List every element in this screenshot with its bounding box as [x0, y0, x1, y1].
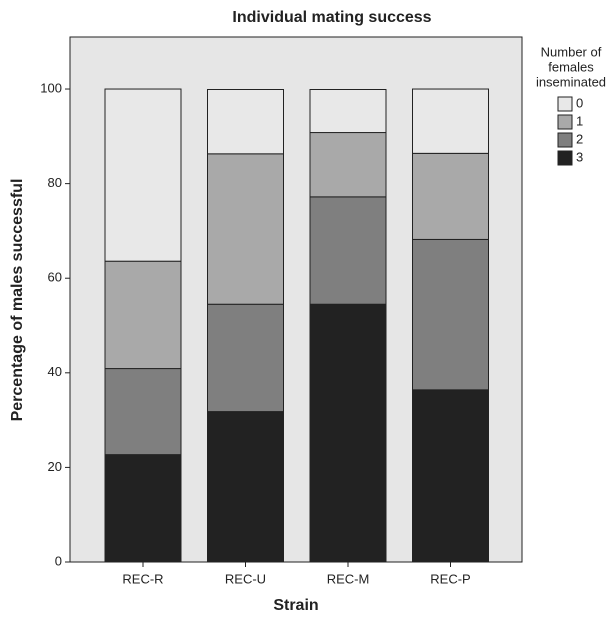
- legend-label: 3: [576, 149, 583, 164]
- legend-swatch: [557, 150, 573, 166]
- y-tick-label: 60: [48, 270, 62, 285]
- bar-segment: [104, 88, 182, 262]
- x-axis-label: Strain: [273, 597, 318, 614]
- y-tick-label: 0: [55, 553, 62, 568]
- legend-label: 2: [576, 131, 583, 146]
- x-tick-label: REC-U: [225, 571, 266, 586]
- bar-segment: [309, 89, 387, 134]
- y-tick-label: 100: [40, 80, 62, 95]
- bar-segment: [309, 196, 387, 305]
- bar-segment: [412, 389, 489, 563]
- y-tick-label: 20: [48, 459, 62, 474]
- bar-segment: [104, 454, 182, 563]
- legend-label: 0: [576, 95, 583, 110]
- x-tick-label: REC-R: [122, 571, 163, 586]
- legend-title: inseminated: [536, 74, 606, 89]
- legend-title: females: [548, 59, 594, 74]
- x-tick-label: REC-P: [430, 571, 470, 586]
- bar-segment: [412, 238, 489, 391]
- bar-segment: [207, 303, 284, 413]
- y-tick-label: 40: [48, 364, 62, 379]
- legend-title: Number of: [541, 44, 602, 59]
- x-tick-label: REC-M: [327, 571, 370, 586]
- bar-segment: [104, 260, 182, 370]
- bar-segment: [207, 153, 284, 305]
- chart-title: Individual mating success: [232, 9, 431, 26]
- y-axis-label: Percentage of males successful: [9, 179, 26, 422]
- legend-label: 1: [576, 113, 583, 128]
- y-tick-label: 80: [48, 175, 62, 190]
- bar-segment: [104, 368, 182, 456]
- legend-swatch: [557, 114, 573, 130]
- bar-segment: [207, 89, 284, 155]
- legend-swatch: [557, 96, 573, 112]
- legend-swatch: [557, 132, 573, 148]
- bar-segment: [309, 132, 387, 198]
- bar-segment: [207, 411, 284, 563]
- bar-segment: [412, 152, 489, 240]
- bar-segment: [309, 303, 387, 563]
- bar-segment: [412, 88, 489, 154]
